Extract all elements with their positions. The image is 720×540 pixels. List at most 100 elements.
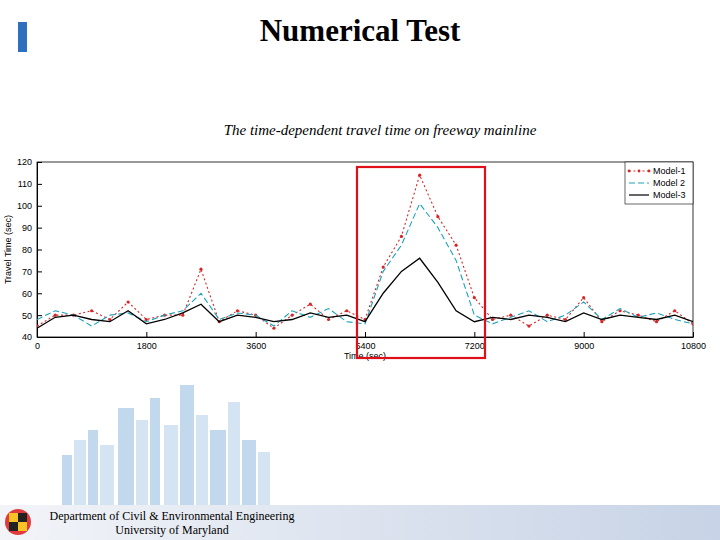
building xyxy=(62,455,72,505)
x-tick-label: 9000 xyxy=(574,341,594,351)
building xyxy=(118,408,134,505)
series-marker xyxy=(345,309,348,312)
y-tick: 40 xyxy=(22,332,42,342)
y-tick-label: 40 xyxy=(22,332,32,342)
y-tick-label: 110 xyxy=(18,179,32,189)
y-tick: 100 xyxy=(17,201,42,211)
building xyxy=(258,452,270,505)
series-marker xyxy=(127,300,130,303)
building xyxy=(164,425,178,505)
y-tick-mark xyxy=(37,228,42,229)
series-marker xyxy=(455,244,458,247)
y-tick: 90 xyxy=(22,223,42,233)
y-tick-label: 70 xyxy=(22,267,32,277)
skyline xyxy=(62,385,270,505)
y-tick-label: 120 xyxy=(17,157,32,167)
y-tick-mark xyxy=(37,162,42,163)
series-marker xyxy=(673,309,676,312)
title-accent xyxy=(18,22,27,52)
legend-box xyxy=(625,162,693,204)
logo xyxy=(5,509,31,535)
x-tick-label: 3600 xyxy=(246,341,266,351)
building xyxy=(242,440,256,505)
y-tick-mark xyxy=(37,271,42,272)
y-tick: 80 xyxy=(22,245,42,255)
x-tick-mark xyxy=(693,332,694,337)
y-tick-mark xyxy=(37,250,42,251)
y-tick-label: 50 xyxy=(22,311,32,321)
y-tick-mark xyxy=(37,315,42,316)
plot-frame xyxy=(37,162,693,337)
y-tick-mark xyxy=(37,184,42,185)
x-tick: 3600 xyxy=(246,332,266,351)
x-tick-mark xyxy=(584,332,585,337)
series-marker xyxy=(90,309,93,312)
x-axis-line xyxy=(38,337,694,338)
plot-area xyxy=(37,174,693,330)
chart-title: The time-dependent travel time on freewa… xyxy=(224,122,537,138)
building xyxy=(150,398,160,505)
slide: Department of Civil & Environmental Engi… xyxy=(0,0,720,540)
logo-ring xyxy=(5,509,31,535)
legend: Model-1Model 2Model-3 xyxy=(625,162,693,204)
legend-swatch xyxy=(629,194,649,195)
series-marker xyxy=(327,318,330,321)
y-axis-title: Travel Time (sec) xyxy=(3,215,13,284)
footer-band xyxy=(0,505,720,540)
x-tick: 5400 xyxy=(355,332,375,351)
series-line xyxy=(37,258,693,328)
legend-marker xyxy=(628,170,631,173)
series-marker xyxy=(600,320,603,323)
x-tick-label: 10800 xyxy=(681,341,706,351)
x-axis-title: Time (sec) xyxy=(344,351,386,361)
y-tick-label: 60 xyxy=(22,289,32,299)
legend-label: Model-3 xyxy=(653,190,686,200)
series-line xyxy=(37,204,693,326)
x-tick: 9000 xyxy=(574,332,594,351)
series-marker xyxy=(655,320,658,323)
y-tick-label: 80 xyxy=(22,245,32,255)
y-axis: 40 50 60 70 80 90 100 110 120 xyxy=(17,157,42,342)
y-tick-mark xyxy=(37,337,42,338)
x-tick-label: 0 xyxy=(35,341,40,351)
background xyxy=(0,0,720,540)
series-marker xyxy=(199,268,202,271)
series-marker xyxy=(291,314,294,317)
x-tick: 1800 xyxy=(137,332,157,351)
series-marker xyxy=(436,215,439,218)
series-marker xyxy=(309,303,312,306)
series-marker xyxy=(54,314,57,317)
y-tick-label: 100 xyxy=(17,201,32,211)
y-tick: 120 xyxy=(17,157,42,167)
x-tick-mark xyxy=(256,332,257,337)
series-marker xyxy=(236,309,239,312)
y-tick: 60 xyxy=(22,289,42,299)
x-tick: 10800 xyxy=(681,332,706,351)
footer-text: Department of Civil & Environmental Engi… xyxy=(50,509,295,523)
building xyxy=(180,385,194,505)
legend-marker xyxy=(648,170,651,173)
legend-label: Model-1 xyxy=(653,166,686,176)
building xyxy=(210,430,226,505)
series-marker xyxy=(582,296,585,299)
building xyxy=(136,420,148,505)
series-marker xyxy=(473,296,476,299)
building xyxy=(100,445,114,505)
building xyxy=(228,402,240,505)
x-tick-mark xyxy=(474,332,475,337)
building xyxy=(74,440,86,505)
series-marker xyxy=(527,324,530,327)
y-tick-mark xyxy=(37,293,42,294)
series-marker xyxy=(272,327,275,330)
x-axis: 0 1800 3600 5400 7200 9000 10800 xyxy=(35,332,706,351)
x-tick-mark xyxy=(365,332,366,337)
x-tick-label: 5400 xyxy=(355,341,375,351)
x-tick-label: 1800 xyxy=(137,341,157,351)
logo-quarter xyxy=(9,513,27,531)
highlight-box xyxy=(357,167,485,358)
y-tick-label: 90 xyxy=(22,223,32,233)
logo-quarter xyxy=(9,513,27,531)
building xyxy=(88,430,98,505)
series-marker xyxy=(509,314,512,317)
x-tick: 7200 xyxy=(465,332,485,351)
